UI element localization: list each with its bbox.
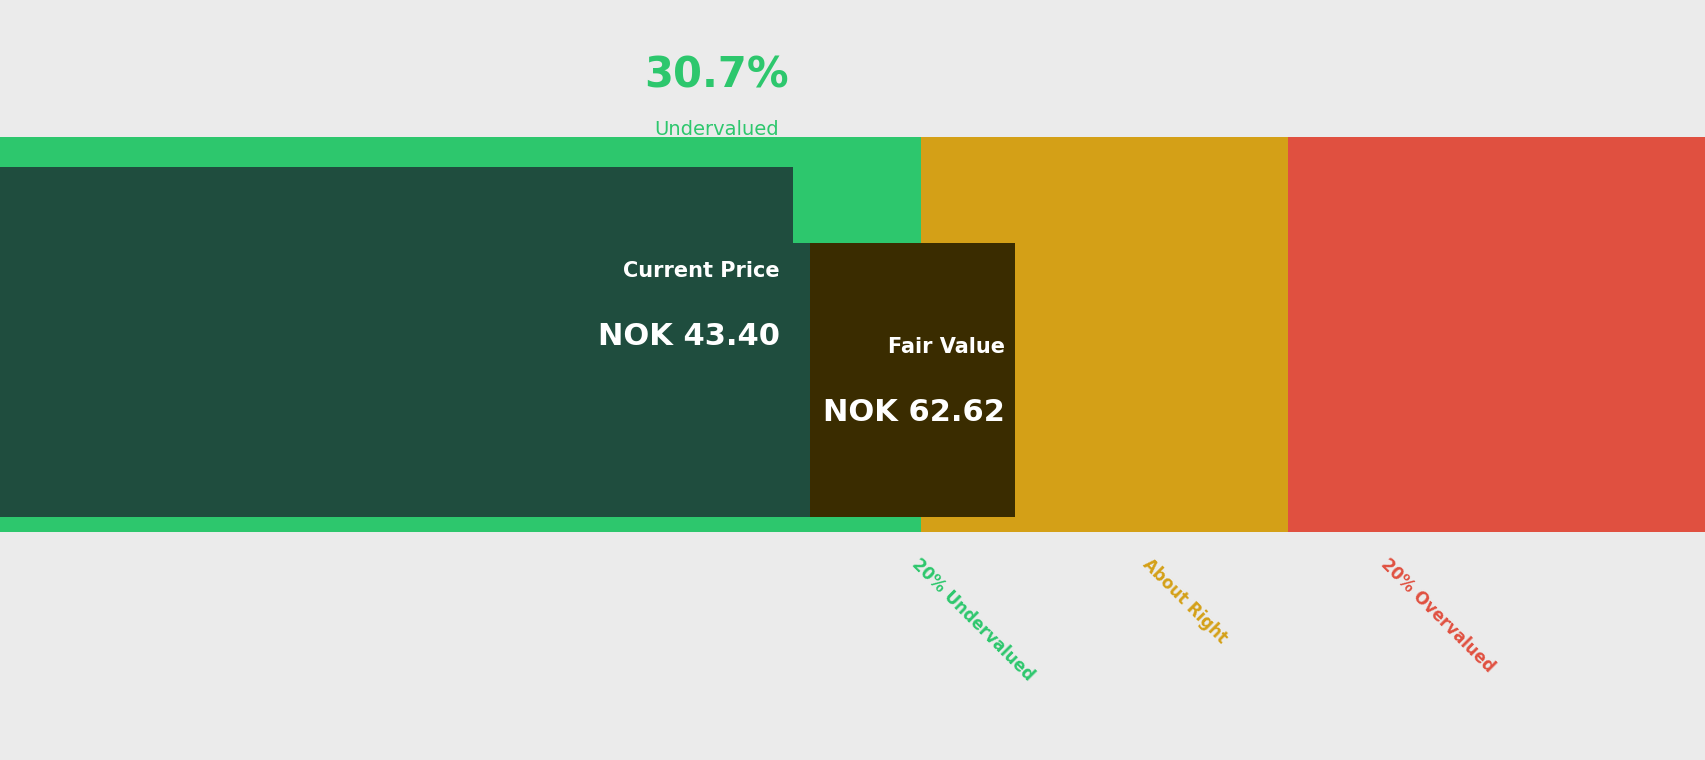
Text: 20% Overvalued: 20% Overvalued [1378, 555, 1497, 676]
Bar [0, 243, 1014, 517]
Text: Undervalued: Undervalued [653, 120, 779, 139]
Bar [921, 137, 1287, 532]
Bar [0, 167, 793, 441]
Text: 30.7%: 30.7% [644, 55, 788, 97]
Text: Fair Value: Fair Value [887, 337, 1004, 357]
Bar [0, 137, 921, 532]
Text: Current Price: Current Price [622, 261, 779, 281]
Text: About Right: About Right [1139, 555, 1229, 647]
Text: NOK 43.40: NOK 43.40 [597, 322, 779, 351]
Text: NOK 62.62: NOK 62.62 [822, 398, 1004, 427]
Bar [1287, 137, 1705, 532]
Text: 20% Undervalued: 20% Undervalued [909, 555, 1037, 684]
Bar [810, 243, 1014, 517]
